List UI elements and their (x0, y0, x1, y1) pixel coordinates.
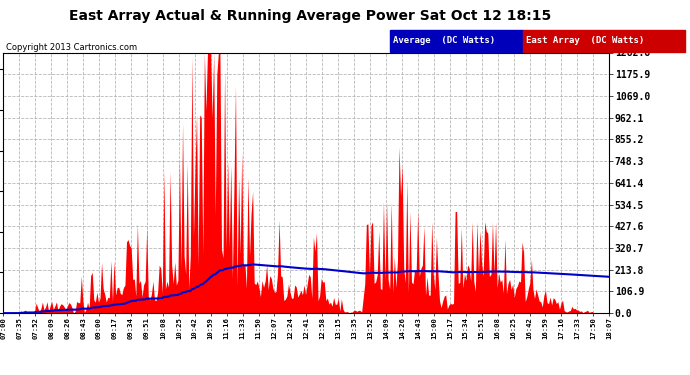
Text: Average  (DC Watts): Average (DC Watts) (393, 36, 495, 45)
Text: Copyright 2013 Cartronics.com: Copyright 2013 Cartronics.com (6, 43, 137, 52)
Text: East Array Actual & Running Average Power Sat Oct 12 18:15: East Array Actual & Running Average Powe… (70, 9, 551, 23)
Text: East Array  (DC Watts): East Array (DC Watts) (526, 36, 644, 45)
